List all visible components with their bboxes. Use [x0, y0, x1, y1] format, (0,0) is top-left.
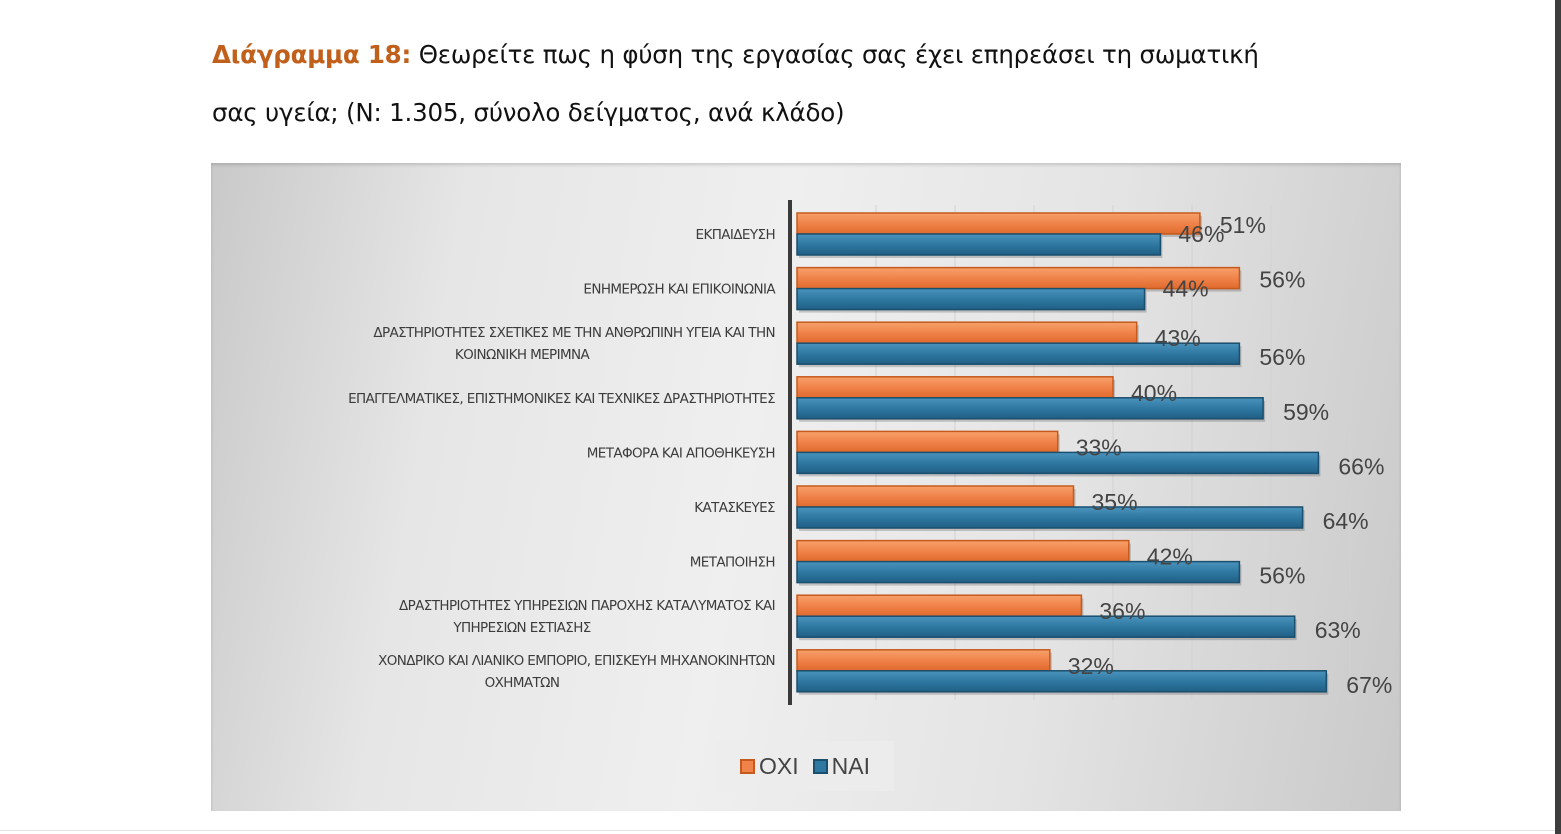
- legend: ΟΧΙ ΝΑΙ: [716, 741, 894, 791]
- data-label-nai: 56%: [1259, 344, 1305, 370]
- caption-label: Διάγραμμα 18:: [212, 40, 412, 69]
- caption-text: Θεωρείτε πως η φύση της εργασίας σας έχε…: [411, 40, 1259, 69]
- legend-swatch-oxi: [740, 758, 756, 774]
- legend-swatch-nai: [812, 758, 828, 774]
- bar-nai: [796, 560, 1241, 584]
- category-label: ΔΡΑΣΤΗΡΙΟΤΗΤΕΣ ΥΠΗΡΕΣΙΩΝ ΠΑΡΟΧΗΣ ΚΑΤΑΛΥΜ…: [399, 598, 775, 614]
- bar-nai: [796, 397, 1264, 420]
- bar-oxi: [796, 594, 1083, 617]
- category-label: ΕΚΠΑΙΔΕΥΣΗ: [696, 227, 775, 243]
- data-label-oxi: 32%: [1068, 653, 1114, 679]
- legend-item-nai: ΝΑΙ: [812, 752, 870, 780]
- category-label: ΧΟΝΔΡΙΚΟ ΚΑΙ ΛΙΑΝΙΚΟ ΕΜΠΟΡΙΟ, ΕΠΙΣΚΕΥΗ Μ…: [378, 653, 775, 669]
- bar-oxi: [796, 539, 1130, 563]
- data-label-oxi: 42%: [1147, 544, 1193, 570]
- bar-oxi: [796, 485, 1075, 508]
- figure-caption: Διάγραμμα 18: Θεωρείτε πως η φύση της ερ…: [212, 26, 1412, 142]
- data-label-oxi: 56%: [1259, 267, 1305, 293]
- legend-label-oxi: ΟΧΙ: [759, 752, 799, 779]
- data-label-oxi: 40%: [1131, 380, 1177, 406]
- window-edge: [1555, 0, 1561, 834]
- caption-line-2: σας υγεία; (Ν: 1.305, σύνολο δείγματος, …: [212, 98, 845, 127]
- legend-item-oxi: ΟΧΙ: [740, 753, 799, 780]
- bars: [796, 212, 1329, 695]
- data-label-oxi: 43%: [1155, 325, 1201, 351]
- data-label-nai: 66%: [1338, 453, 1384, 479]
- category-label: ΕΝΗΜΕΡΩΣΗ ΚΑΙ ΕΠΙΚΟΙΝΩΝΙΑ: [583, 282, 776, 298]
- data-label-nai: 64%: [1323, 508, 1369, 534]
- category-label: ΜΕΤΑΠΟΙΗΣΗ: [690, 555, 775, 571]
- caption-line-1: Διάγραμμα 18: Θεωρείτε πως η φύση της ερ…: [212, 26, 1412, 84]
- category-label: ΟΧΗΜΑΤΩΝ: [485, 675, 560, 691]
- data-label-oxi: 36%: [1099, 598, 1145, 624]
- data-label-nai: 67%: [1346, 672, 1392, 698]
- bar-oxi: [796, 212, 1201, 235]
- category-label: ΜΕΤΑΦΟΡΑ ΚΑΙ ΑΠΟΘΗΚΕΥΣΗ: [587, 445, 775, 461]
- bar-nai: [796, 342, 1241, 365]
- bar-nai: [796, 287, 1146, 311]
- y-axis-line: [788, 200, 792, 705]
- category-labels: ΕΚΠΑΙΔΕΥΣΗ ΕΝΗΜΕΡΩΣΗ ΚΑΙ ΕΠΙΚΟΙΝΩΝΙΑ ΔΡΑΣΤ…: [348, 227, 777, 691]
- bar-nai: [796, 506, 1304, 529]
- data-label-nai: 63%: [1315, 617, 1361, 643]
- bar-oxi: [796, 321, 1138, 344]
- data-label-nai: 46%: [1178, 221, 1224, 247]
- category-label: ΕΠΑΓΓΕΛΜΑΤΙΚΕΣ, ΕΠΙΣΤΗΜΟΝΙΚΕΣ ΚΑΙ ΤΕΧΝΙΚ…: [348, 391, 775, 407]
- bar-nai: [796, 451, 1320, 475]
- bar-nai: [796, 233, 1162, 256]
- bar-oxi: [796, 649, 1051, 672]
- legend-label-nai: ΝΑΙ: [831, 752, 870, 779]
- category-label: ΥΠΗΡΕΣΙΩΝ ΕΣΤΙΑΣΗΣ: [452, 620, 590, 636]
- category-label: ΔΡΑΣΤΗΡΙΟΤΗΤΕΣ ΣΧΕΤΙΚΕΣ ΜΕ ΤΗΝ ΑΝΘΡΩΠΙΝΗ…: [373, 325, 775, 341]
- bar-nai: [796, 670, 1328, 693]
- data-label-nai: 59%: [1283, 399, 1329, 425]
- bar-nai: [796, 615, 1296, 638]
- data-label-nai: 56%: [1259, 563, 1305, 589]
- data-label-nai: 44%: [1163, 276, 1209, 302]
- data-labels: 51%46% 56% 44% 43% 56% 40% 59% 33% 66% 35% 64% 42% 5…: [1068, 212, 1393, 698]
- category-label: ΚΑΤΑΣΚΕΥΕΣ: [694, 500, 775, 516]
- data-label-oxi: 33%: [1076, 434, 1122, 460]
- page-divider: [0, 830, 1555, 831]
- data-label-oxi: 35%: [1092, 489, 1138, 515]
- bar-oxi: [796, 376, 1114, 399]
- data-label-oxi: 51%: [1220, 212, 1266, 238]
- category-label: ΚΟΙΝΩΝΙΚΗ ΜΕΡΙΜΝΑ: [455, 347, 591, 363]
- bar-oxi: [796, 430, 1059, 454]
